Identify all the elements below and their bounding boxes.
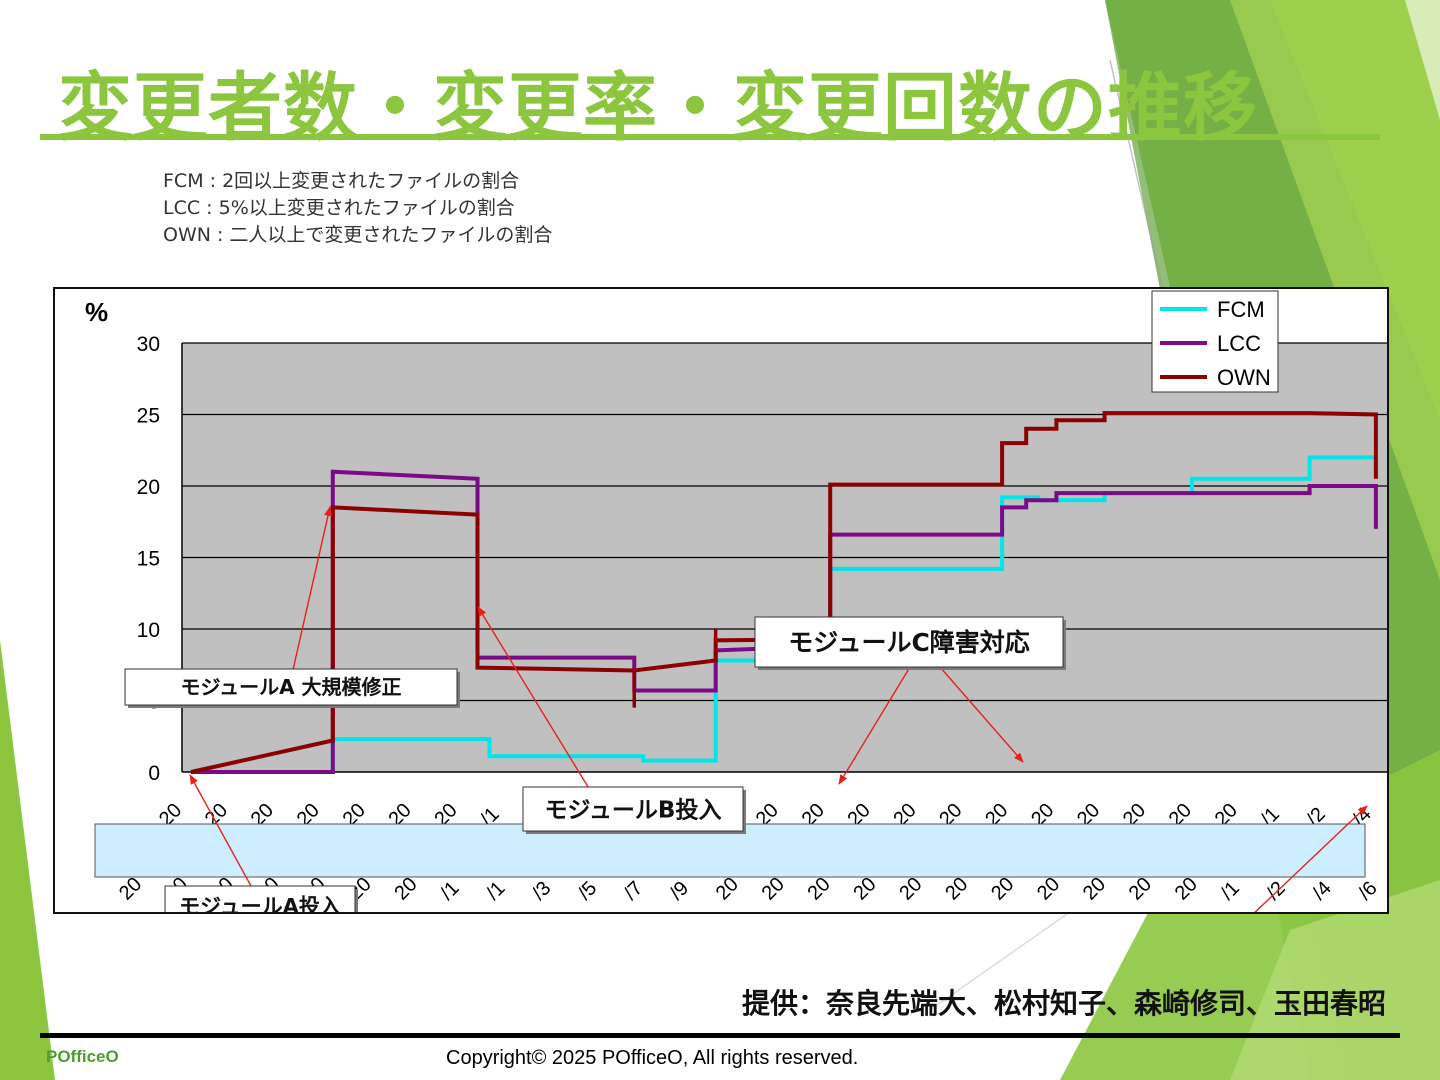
bg-shape-bottom-2	[1230, 880, 1440, 1080]
annotation-2: モジュールB投入	[477, 606, 746, 834]
x-tick-label-lower-17: 20	[895, 873, 926, 904]
x-tick-label-lower-7: /1	[436, 877, 463, 904]
annotation-arrow-6	[1254, 805, 1368, 912]
annotation-box-0	[124, 668, 458, 706]
title-underline	[40, 134, 1380, 140]
chart-frame: 051015202530%20202020202020/1/1/3/5/7/92…	[53, 287, 1389, 914]
annotation-text-2: モジュールB投入	[545, 797, 722, 823]
x-tick-label-lower-10: /5	[574, 877, 601, 904]
y-tick-label-4: 20	[137, 476, 160, 499]
annotation-text-0: モジュールA 大規模修正	[180, 675, 401, 699]
annotation-arrow-4	[838, 666, 911, 785]
x-tick-label-lower-18: 20	[941, 873, 972, 904]
x-tick-label-lower-16: 20	[849, 873, 880, 904]
bg-shape-left-1	[0, 640, 55, 1080]
x-tick-label-lower-23: 20	[1171, 873, 1202, 904]
x-tick-label-lower-0: 20	[115, 873, 146, 904]
annotation-arrow-b-4	[939, 666, 1024, 763]
copyright-text: Copyright© 2025 POfficeO, All rights res…	[446, 1047, 859, 1069]
definition-fcm: FCM : 2回以上変更されたファイルの割合	[163, 170, 520, 192]
x-tick-label-lower-9: /3	[528, 877, 555, 904]
x-tick-label-lower-20: 20	[1033, 873, 1064, 904]
bg-shape-right-4	[1405, 0, 1440, 120]
y-tick-label-3: 15	[137, 548, 160, 571]
footer-logo: POfficeO	[46, 1047, 119, 1066]
legend-label-lcc: LCC	[1217, 331, 1261, 356]
x-tick-label-lower-14: 20	[758, 873, 789, 904]
y-tick-label-0: 0	[148, 762, 160, 785]
annotation-6: モジュールE投入	[1254, 805, 1368, 912]
annotation-box-1	[164, 885, 356, 912]
annotation-box-4	[754, 616, 1064, 668]
x-tick-label-lower-19: 20	[987, 873, 1018, 904]
x-tick-label-lower-15: 20	[803, 873, 834, 904]
y-tick-label-2: 10	[137, 619, 160, 642]
footer-rule	[40, 1033, 1400, 1038]
definition-lcc: LCC : 5%以上変更されたファイルの割合	[163, 197, 515, 219]
legend-label-fcm: FCM	[1217, 297, 1265, 322]
annotation-text-1: モジュールA投入	[179, 895, 341, 912]
legend-label-own: OWN	[1217, 365, 1271, 390]
legend: FCM LCC OWN	[1151, 290, 1279, 393]
x-tick-label-lower-22: 20	[1125, 873, 1156, 904]
x-tick-label-lower-21: 20	[1079, 873, 1110, 904]
y-axis-label: %	[85, 297, 108, 327]
y-tick-label-5: 25	[137, 405, 160, 428]
x-tick-label-lower-12: /9	[666, 877, 693, 904]
x-tick-label-lower-11: /7	[620, 877, 647, 904]
metric-definitions: FCM : 2回以上変更されたファイルの割合 LCC : 5%以上変更されたファ…	[163, 168, 552, 249]
bg-thin-line-1	[1109, 59, 1171, 321]
x-tick-label-lower-26: /4	[1308, 877, 1335, 904]
credit-text: 提供：奈良先端大、松村知子、森崎修司、玉田春昭	[741, 987, 1386, 1020]
annotation-box-2	[522, 786, 744, 832]
annotation-0: モジュールA 大規模修正	[124, 506, 460, 708]
x-tick-label-lower-27: /6	[1354, 877, 1381, 904]
x-tick-label-lower-24: /1	[1217, 877, 1244, 904]
x-tick-label-lower-6: 20	[390, 873, 421, 904]
y-tick-label-6: 30	[137, 333, 160, 356]
annotation-1: モジュールA投入	[164, 774, 358, 912]
chart: 051015202530%20202020202020/1/1/3/5/7/92…	[85, 290, 1387, 912]
series-line-own	[190, 411, 1378, 774]
x-tick-label-lower-13: 20	[712, 873, 743, 904]
x-tick-label-lower-8: /1	[482, 877, 509, 904]
annotation-4: モジュールC障害対応	[754, 616, 1066, 785]
series-line-fcm	[191, 455, 1378, 774]
annotation-text-4: モジュールC障害対応	[788, 628, 1030, 657]
definition-own: OWN : 二人以上で変更されたファイルの割合	[163, 224, 553, 246]
